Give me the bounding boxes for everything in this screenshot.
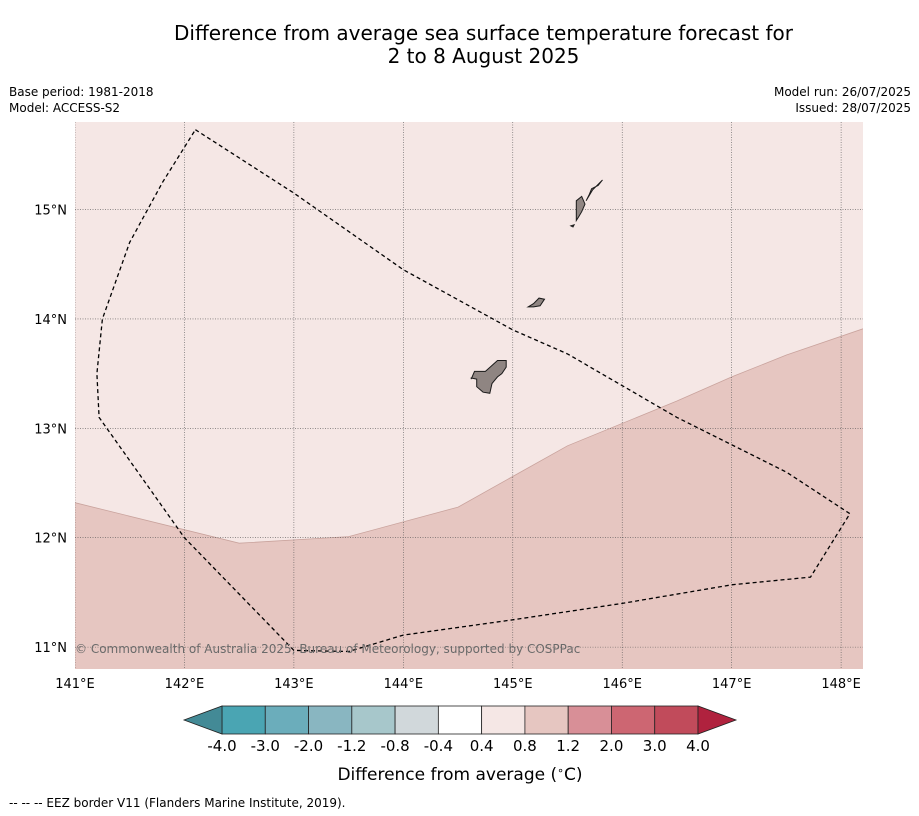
- warm-anomaly-contour: [75, 328, 863, 544]
- issued-text: Issued: 28/07/2025: [795, 101, 911, 115]
- colorbar-swatch: [264, 705, 309, 735]
- islands: [470, 179, 603, 394]
- model-text: Model: ACCESS-S2: [9, 101, 121, 115]
- colorbar-tick-label: 3.0: [643, 737, 667, 755]
- colorbar-tick-label: 4.0: [686, 737, 710, 755]
- lon-tick-label: 143°E: [274, 677, 314, 692]
- island-saipan: [585, 179, 603, 202]
- warm-anomaly-region: [75, 328, 863, 669]
- colorbar-label: Difference from average (∘C): [337, 764, 582, 785]
- chart-title: Difference from average sea surface temp…: [0, 22, 919, 68]
- colorbar-swatch: [481, 705, 526, 735]
- lon-tick-label: 145°E: [493, 677, 533, 692]
- graticule: [75, 122, 863, 669]
- colorbar-label-main: Difference from average (: [337, 765, 557, 785]
- lat-tick-label: 12°N: [34, 532, 67, 547]
- degree-symbol: ∘: [557, 764, 564, 777]
- colorbar-swatch: [524, 705, 569, 735]
- lon-tick-label: 146°E: [602, 677, 642, 692]
- colorbar-tick-label: 0.4: [470, 737, 494, 755]
- colorbar-tick-label: 2.0: [600, 737, 624, 755]
- colorbar-swatch: [611, 705, 656, 735]
- lat-tick-label: 15°N: [34, 204, 67, 219]
- meta-right: Model run: 26/07/2025 Issued: 28/07/2025: [774, 84, 911, 116]
- colorbar-tick-label: -0.4: [424, 737, 453, 755]
- colorbar-label-unit: C): [564, 765, 583, 785]
- colorbar-tick-label: -4.0: [207, 737, 236, 755]
- colorbar-swatch: [308, 705, 353, 735]
- title-line-2: 2 to 8 August 2025: [387, 44, 580, 68]
- island-rota: [526, 297, 546, 308]
- axis-labels: 141°E 142°E 143°E 144°E 145°E 146°E 147°E 148°E…: [34, 204, 861, 692]
- colorbar-tick-label: -2.0: [294, 737, 323, 755]
- title-line-1: Difference from average sea surface temp…: [173, 21, 793, 45]
- lat-tick-label: 14°N: [34, 313, 67, 328]
- colorbar: -4.0 -3.0 -2.0 -1.2 -0.8 -0.4 0.4 0.8 1.2 2.0 3.0 4…: [182, 705, 738, 755]
- colorbar-swatch: [654, 705, 699, 735]
- lon-tick-label: 147°E: [712, 677, 752, 692]
- island-guam: [470, 360, 507, 394]
- lon-tick-label: 142°E: [165, 677, 205, 692]
- colorbar-tick-label: 1.2: [556, 737, 580, 755]
- colorbar-tick-label: -3.0: [251, 737, 280, 755]
- lat-tick-label: 13°N: [34, 422, 67, 437]
- colorbar-tick-label: -0.8: [380, 737, 409, 755]
- base-period-text: Base period: 1981-2018: [9, 85, 154, 99]
- colorbar-tick-label: -1.2: [337, 737, 366, 755]
- colorbar-swatch: [351, 705, 396, 735]
- lon-tick-label: 148°E: [821, 677, 861, 692]
- eez-footnote: -- -- -- EEZ border V11 (Flanders Marine…: [9, 796, 346, 810]
- colorbar-extend-low: [182, 705, 223, 735]
- eez-border: [96, 129, 851, 653]
- colorbar-swatch: [221, 705, 266, 735]
- colorbar-swatch: [437, 705, 483, 735]
- lon-tick-label: 141°E: [55, 677, 95, 692]
- meta-left: Base period: 1981-2018 Model: ACCESS-S2: [9, 84, 154, 116]
- colorbar-tick-label: 0.8: [513, 737, 537, 755]
- model-run-text: Model run: 26/07/2025: [773, 85, 911, 99]
- colorbar-swatch: [567, 705, 612, 735]
- colorbar-swatch: [394, 705, 439, 735]
- island-aguijan: [569, 223, 576, 228]
- colorbar-extend-high: [697, 705, 738, 735]
- copyright-notice: © Commonwealth of Australia 2025, Bureau…: [75, 642, 580, 656]
- lat-tick-label: 11°N: [34, 641, 67, 656]
- lon-tick-label: 144°E: [384, 677, 424, 692]
- island-tinian: [575, 195, 586, 223]
